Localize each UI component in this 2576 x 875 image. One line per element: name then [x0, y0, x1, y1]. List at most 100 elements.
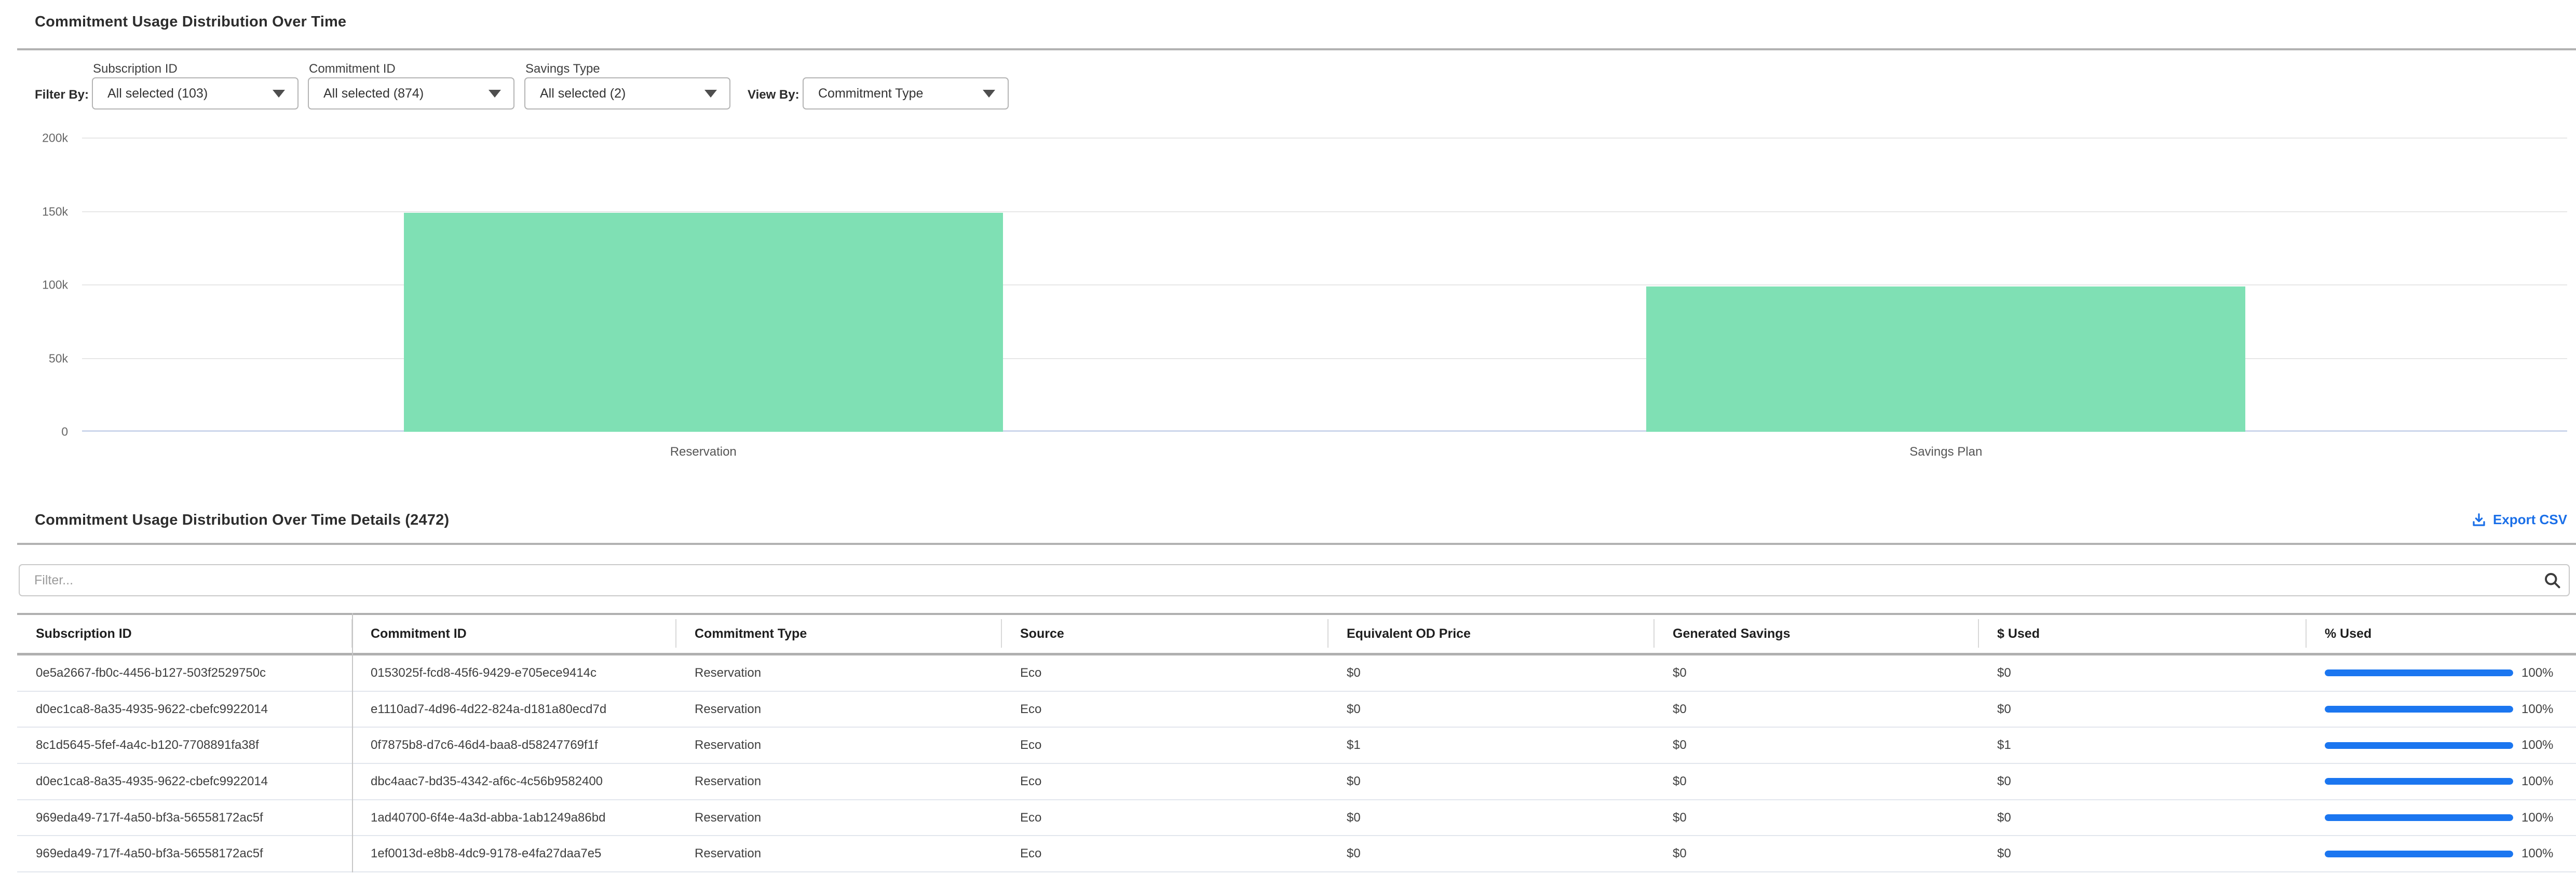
cell-equivalent-od-price: $0	[1347, 810, 1361, 825]
export-csv-label: Export CSV	[2492, 512, 2567, 527]
y-axis-tick-label: 50k	[48, 351, 68, 365]
cell-used-dollars: $1	[1997, 738, 2011, 753]
filter-by-label: Filter By:	[35, 88, 89, 102]
gridline	[82, 138, 2567, 139]
cell-equivalent-od-price: $0	[1347, 702, 1361, 716]
usage-bar-chart: 0 50k 100k 150k 200k Reservation Savings Plan	[0, 125, 2576, 467]
cell-commitment-id: 1ad40700-6f4e-4a3d-abba-1ab1249a86bd	[371, 810, 606, 825]
cell-source: Eco	[1020, 665, 1042, 680]
cell-used-dollars: $0	[1997, 810, 2011, 825]
table-row: 969eda49-717f-4a50-bf3a-56558172ac5f 1ef…	[17, 836, 2576, 873]
savings-type-filter-label: Savings Type	[525, 62, 600, 76]
x-axis-label-savings-plan: Savings Plan	[1909, 445, 1983, 459]
subscription-id-filter-dropdown[interactable]: All selected (103)	[92, 77, 299, 110]
cell-subscription-id: d0ec1ca8-8a35-4935-9622-cbefc9922014	[36, 702, 268, 716]
cell-generated-savings: $0	[1673, 810, 1687, 825]
usage-progress-bar	[2325, 669, 2513, 677]
y-axis-tick-label: 0	[61, 425, 68, 439]
cell-equivalent-od-price: $1	[1347, 738, 1361, 753]
column-header-generated-savings[interactable]: Generated Savings	[1653, 615, 1978, 653]
table-filter	[19, 564, 2570, 596]
table-filter-input[interactable]	[19, 564, 2570, 596]
section-divider	[17, 543, 2576, 545]
x-axis-label-reservation: Reservation	[670, 445, 737, 459]
download-icon	[2473, 513, 2485, 526]
view-by-label: View By:	[748, 88, 799, 102]
search-icon[interactable]	[2543, 571, 2561, 590]
commitment-id-filter-dropdown[interactable]: All selected (874)	[308, 77, 514, 110]
subscription-id-filter-value: All selected (103)	[107, 86, 208, 101]
view-by-value: Commitment Type	[818, 86, 924, 101]
subscription-id-filter-label: Subscription ID	[93, 62, 178, 76]
chevron-down-icon	[489, 89, 501, 98]
gridline	[82, 358, 2567, 359]
column-header-used[interactable]: $ Used	[1978, 615, 2306, 653]
cell-equivalent-od-price: $0	[1347, 846, 1361, 861]
y-axis-tick-label: 150k	[42, 204, 68, 218]
chevron-down-icon	[704, 89, 717, 98]
view-by-dropdown[interactable]: Commitment Type	[803, 77, 1009, 110]
cell-subscription-id: 969eda49-717f-4a50-bf3a-56558172ac5f	[36, 846, 263, 861]
column-header-commitment-type[interactable]: Commitment Type	[675, 615, 1001, 653]
cell-commitment-type: Reservation	[695, 810, 762, 825]
cell-equivalent-od-price: $0	[1347, 665, 1361, 680]
usage-progress-fill	[2325, 742, 2513, 749]
y-axis-tick-label: 200k	[42, 131, 68, 145]
usage-progress-fill	[2325, 706, 2513, 713]
savings-type-filter-dropdown[interactable]: All selected (2)	[524, 77, 730, 110]
column-divider	[352, 613, 353, 872]
cell-used-percent: 100%	[2306, 811, 2576, 825]
chart-plot-area	[82, 138, 2567, 432]
cell-commitment-id: 0153025f-fcd8-45f6-9429-e705ece9414c	[371, 665, 597, 680]
cell-commitment-id: e1110ad7-4d96-4d22-824a-d181a80ecd7d	[371, 702, 607, 716]
cell-subscription-id: 8c1d5645-5fef-4a4c-b120-7708891fa38f	[36, 738, 259, 753]
export-csv-link[interactable]: Export CSV	[2471, 512, 2567, 528]
cell-generated-savings: $0	[1673, 738, 1687, 753]
cell-commitment-id: 0f7875b8-d7c6-46d4-baa8-d58247769f1f	[371, 738, 598, 753]
cell-used-percent: 100%	[2306, 702, 2576, 717]
cell-commitment-type: Reservation	[695, 702, 762, 716]
usage-progress-bar	[2325, 814, 2513, 822]
commitment-id-filter-value: All selected (874)	[323, 86, 424, 101]
x-axis-line	[82, 430, 2567, 432]
column-header-used[interactable]: % Used	[2306, 615, 2576, 653]
gridline	[82, 211, 2567, 212]
cell-generated-savings: $0	[1673, 702, 1687, 716]
savings-type-filter-value: All selected (2)	[540, 86, 626, 101]
cell-subscription-id: 0e5a2667-fb0c-4456-b127-503f2529750c	[36, 665, 266, 680]
gridline	[82, 284, 2567, 285]
column-header-commitment-id[interactable]: Commitment ID	[351, 615, 676, 653]
table-body: 0e5a2667-fb0c-4456-b127-503f2529750c 015…	[17, 655, 2576, 873]
usage-percent-label: 100%	[2521, 738, 2554, 753]
subscription-id-filter: Subscription ID All selected (103)	[92, 62, 299, 110]
usage-progress-bar	[2325, 850, 2513, 857]
details-table: Subscription ID Commitment ID Commitment T…	[17, 613, 2576, 873]
cell-commitment-id: 1ef0013d-e8b8-4dc9-9178-e4fa27daa7e5	[371, 846, 602, 861]
column-header-equivalent-od-price[interactable]: Equivalent OD Price	[1327, 615, 1654, 653]
cell-commitment-type: Reservation	[695, 774, 762, 788]
view-by-control: Commitment Type	[803, 77, 1009, 110]
table-row: d0ec1ca8-8a35-4935-9622-cbefc9922014 dbc…	[17, 764, 2576, 800]
cell-source: Eco	[1020, 774, 1042, 788]
cell-subscription-id: d0ec1ca8-8a35-4935-9622-cbefc9922014	[36, 774, 268, 788]
cell-commitment-id: dbc4aac7-bd35-4342-af6c-4c56b9582400	[371, 774, 603, 788]
usage-progress-bar	[2325, 706, 2513, 713]
cell-used-dollars: $0	[1997, 774, 2011, 788]
cell-commitment-type: Reservation	[695, 665, 762, 680]
usage-percent-label: 100%	[2521, 702, 2554, 716]
column-header-source[interactable]: Source	[1001, 615, 1328, 653]
column-header-subscription-id[interactable]: Subscription ID	[36, 626, 132, 641]
usage-progress-bar	[2325, 742, 2513, 749]
cell-used-percent: 100%	[2306, 666, 2576, 680]
page-title: Commitment Usage Distribution Over Time	[35, 13, 347, 30]
y-axis: 0 50k 100k 150k 200k	[0, 131, 68, 439]
cell-source: Eco	[1020, 738, 1042, 753]
cell-source: Eco	[1020, 810, 1042, 825]
cell-used-percent: 100%	[2306, 738, 2576, 753]
usage-percent-label: 100%	[2521, 774, 2554, 788]
commitment-id-filter-label: Commitment ID	[309, 62, 396, 76]
cell-generated-savings: $0	[1673, 846, 1687, 861]
table-row: 969eda49-717f-4a50-bf3a-56558172ac5f 1ad…	[17, 800, 2576, 837]
cell-generated-savings: $0	[1673, 665, 1687, 680]
